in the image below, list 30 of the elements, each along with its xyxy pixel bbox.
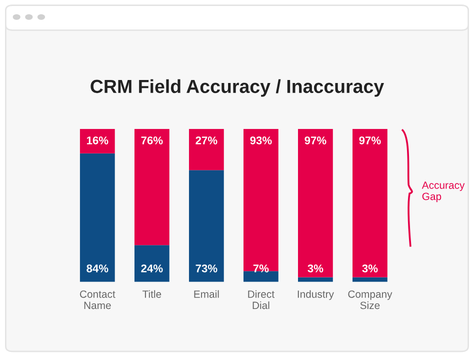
data-label: 84% xyxy=(86,264,108,272)
data-label: 7% xyxy=(253,264,269,272)
bar xyxy=(243,128,278,272)
bar xyxy=(188,170,224,282)
bar xyxy=(243,271,278,282)
bar xyxy=(134,128,170,246)
data-label: 97% xyxy=(359,136,381,144)
chart-title: CRM Field Accuracy / Inaccuracy xyxy=(90,79,384,97)
data-label: 24% xyxy=(141,264,163,272)
data-label: 3% xyxy=(362,264,378,272)
x-tick-label: Email xyxy=(194,290,219,298)
data-label: 27% xyxy=(196,136,218,144)
x-tick-label: Title xyxy=(142,290,162,298)
x-tick-label: Company Size xyxy=(348,290,392,310)
data-label: 16% xyxy=(86,136,108,144)
data-label: 73% xyxy=(196,264,218,272)
bar xyxy=(80,128,115,154)
data-label: 3% xyxy=(308,264,324,272)
bar xyxy=(80,153,115,282)
data-label: 93% xyxy=(250,136,272,144)
bar xyxy=(298,128,333,278)
x-tick-label: Direct Dial xyxy=(248,290,274,310)
x-tick-label: Contact Name xyxy=(80,290,116,310)
data-label: 76% xyxy=(141,136,163,144)
data-label: 97% xyxy=(304,136,326,144)
bar xyxy=(352,128,388,278)
bar xyxy=(188,128,224,170)
text: Accuracy Gap xyxy=(422,182,465,202)
bar xyxy=(134,245,170,282)
x-tick-label: Industry xyxy=(298,290,334,300)
